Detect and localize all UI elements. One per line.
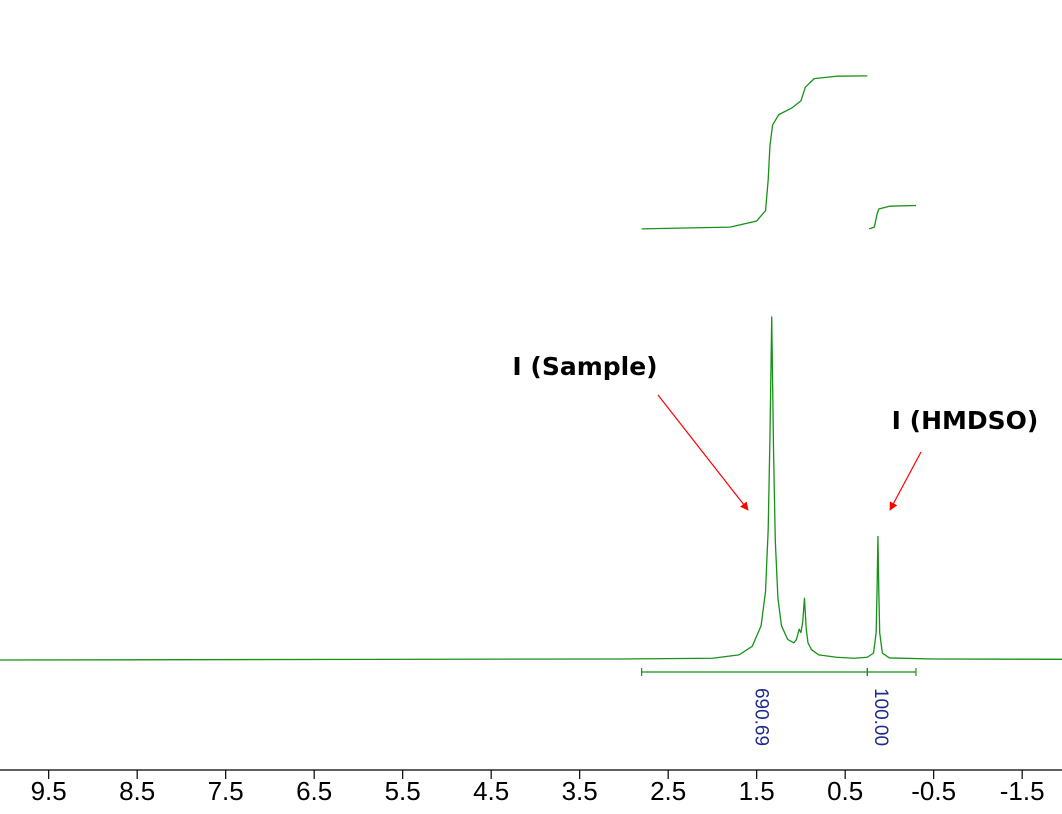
integral-hmdso bbox=[868, 204, 916, 230]
x-tick-label: 5.5 bbox=[385, 776, 421, 806]
x-tick-label: -1.5 bbox=[1000, 776, 1045, 806]
x-tick-label: -0.5 bbox=[911, 776, 956, 806]
integral-sample bbox=[641, 75, 868, 230]
annotation-arrow bbox=[889, 451, 922, 511]
x-tick-label: 1.5 bbox=[739, 776, 775, 806]
x-tick-label: 6.5 bbox=[296, 776, 332, 806]
x-tick-label: 3.5 bbox=[562, 776, 598, 806]
annotation: I (Sample) bbox=[512, 352, 657, 381]
x-tick-label: 4.5 bbox=[473, 776, 509, 806]
spectrum bbox=[0, 316, 1062, 661]
integral-label: 100.00 bbox=[870, 688, 891, 746]
x-tick-label: 8.5 bbox=[119, 776, 155, 806]
annotation: I (HMDSO) bbox=[892, 406, 1039, 435]
x-tick-label: 0.5 bbox=[827, 776, 863, 806]
x-tick-label: 9.5 bbox=[31, 776, 67, 806]
x-tick-label: 2.5 bbox=[650, 776, 686, 806]
integral-label: 690.69 bbox=[750, 688, 771, 746]
annotation-arrow bbox=[657, 394, 749, 511]
x-tick-label: 7.5 bbox=[208, 776, 244, 806]
